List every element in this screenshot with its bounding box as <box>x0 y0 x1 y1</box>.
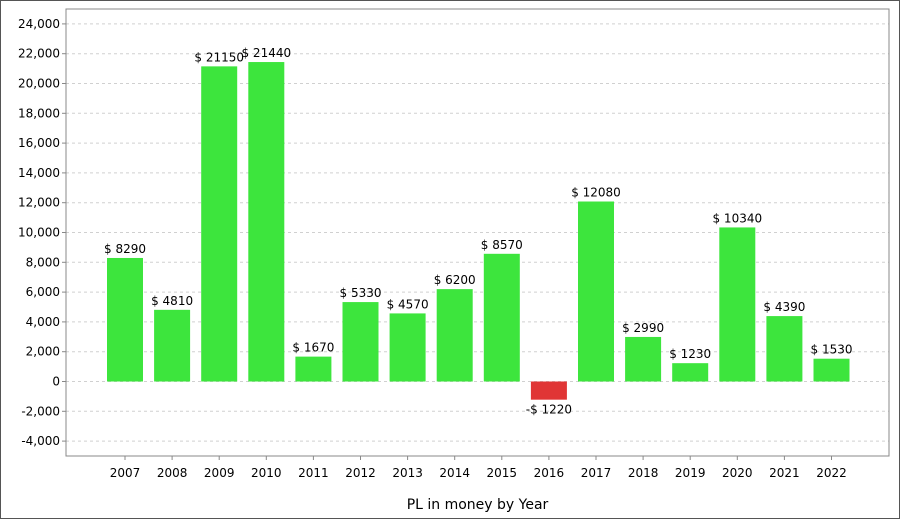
data-label: $ 5330 <box>340 286 382 300</box>
data-label: $ 8570 <box>481 238 523 252</box>
bar <box>107 257 143 382</box>
data-label: $ 8290 <box>104 242 146 256</box>
x-axis-ticks: 2007 2008 2009 2010 2011 2012 2013 2014 2015 2016… <box>110 456 847 480</box>
bar <box>578 201 614 382</box>
y-axis-ticks: -4,000 -2,000 0 2,000 4,000 6,000 8,000 10,000 1… <box>18 17 66 448</box>
data-label: $ 4810 <box>151 294 193 308</box>
y-tick-label: 6,000 <box>26 285 60 299</box>
bar <box>389 313 426 382</box>
y-tick-label: -4,000 <box>21 434 60 448</box>
x-tick-label: 2013 <box>392 466 423 480</box>
y-tick-label: 8,000 <box>26 255 60 269</box>
bar <box>436 289 473 382</box>
data-label: $ 21150 <box>194 50 244 64</box>
data-labels: $ 8290 $ 4810 $ 21150$ 21440 $ 1670 $ 5330 $ … <box>104 46 853 417</box>
y-tick-label: 24,000 <box>18 17 60 31</box>
y-tick-label: 10,000 <box>18 226 60 240</box>
x-tick-label: 2022 <box>816 466 847 480</box>
bar <box>154 309 191 382</box>
x-axis-title: PL in money by Year <box>407 497 549 513</box>
plot-area-border <box>65 8 890 457</box>
x-tick-label: 2017 <box>581 466 612 480</box>
x-tick-label: 2018 <box>628 466 659 480</box>
x-tick-label: 2015 <box>487 466 518 480</box>
y-tick-label: 14,000 <box>18 166 60 180</box>
bar <box>295 356 332 382</box>
x-tick-label: 2014 <box>439 466 470 480</box>
bar <box>813 358 850 382</box>
y-tick-label: 12,000 <box>18 196 60 210</box>
y-tick-label: -2,000 <box>21 404 60 418</box>
data-label: $ 4390 <box>763 300 805 314</box>
y-tick-label: 0 <box>52 375 60 389</box>
bar <box>483 253 520 382</box>
data-label: $ 10340 <box>712 211 762 225</box>
bar <box>625 336 662 382</box>
bar <box>530 381 567 400</box>
x-tick-label: 2009 <box>204 466 235 480</box>
data-label: $ 1530 <box>811 343 853 357</box>
data-label: $ 2990 <box>622 321 664 335</box>
x-tick-label: 2011 <box>298 466 329 480</box>
x-tick-label: 2008 <box>157 466 188 480</box>
data-label: $ 1230 <box>669 347 711 361</box>
y-tick-label: 16,000 <box>18 136 60 150</box>
y-tick-label: 20,000 <box>18 77 60 91</box>
data-label: $ 12080 <box>571 186 621 200</box>
data-label: $ 4570 <box>387 297 429 311</box>
x-tick-label: 2021 <box>769 466 800 480</box>
bar <box>201 66 238 382</box>
x-tick-label: 2010 <box>251 466 282 480</box>
x-tick-label: 2012 <box>345 466 376 480</box>
y-tick-label: 2,000 <box>26 345 60 359</box>
bar <box>766 316 803 382</box>
bar <box>342 302 379 382</box>
x-tick-label: 2019 <box>675 466 706 480</box>
bar <box>672 363 709 382</box>
data-label: $ 1670 <box>292 341 334 355</box>
data-label: $ 6200 <box>434 273 476 287</box>
bar <box>248 62 285 382</box>
data-label: -$ 1220 <box>526 403 572 417</box>
x-tick-label: 2016 <box>534 466 565 480</box>
bar <box>719 227 756 382</box>
x-tick-label: 2020 <box>722 466 753 480</box>
data-label: $ 21440 <box>241 46 291 60</box>
x-tick-label: 2007 <box>110 466 141 480</box>
y-tick-label: 22,000 <box>18 47 60 61</box>
y-tick-label: 4,000 <box>26 315 60 329</box>
bars <box>107 62 850 400</box>
y-tick-label: 18,000 <box>18 106 60 120</box>
